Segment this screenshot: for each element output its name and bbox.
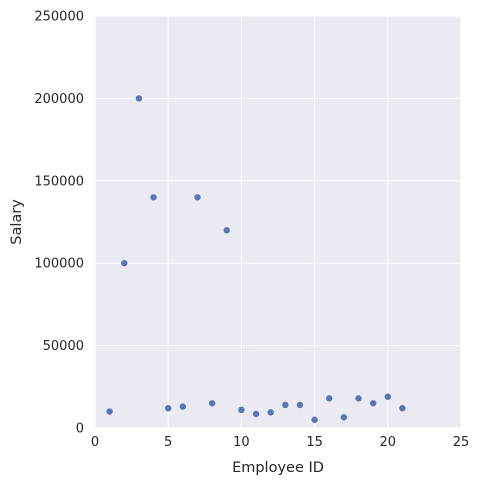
data-point — [106, 408, 113, 415]
x-tick-label: 20 — [380, 435, 397, 450]
y-tick-label: 50000 — [43, 339, 84, 354]
data-point — [311, 416, 318, 423]
data-point — [399, 405, 406, 412]
x-tick-labels: 0 5 10 15 20 25 — [91, 435, 469, 450]
data-point — [326, 395, 333, 402]
data-point — [194, 194, 201, 201]
data-point — [208, 400, 216, 407]
y-tick-label: 250000 — [34, 10, 84, 25]
y-tick-label: 0 — [76, 422, 84, 437]
data-point — [223, 227, 230, 234]
x-tick-label: 25 — [453, 435, 470, 450]
data-point — [135, 95, 143, 102]
data-point — [340, 414, 348, 421]
x-tick-label: 10 — [233, 435, 250, 450]
y-tick-labels: 0 50000 100000 150000 200000 250000 — [34, 10, 84, 437]
x-tick-label: 0 — [91, 435, 99, 450]
y-axis-label: Salary — [9, 199, 25, 245]
data-point — [355, 395, 362, 402]
data-point — [369, 400, 377, 407]
data-point — [150, 194, 157, 201]
data-point — [165, 405, 172, 412]
y-tick-label: 100000 — [34, 257, 84, 272]
data-point — [179, 403, 187, 410]
data-point — [121, 260, 128, 267]
y-tick-label: 150000 — [34, 174, 84, 189]
data-point — [296, 401, 304, 409]
x-axis-label: Employee ID — [232, 460, 324, 476]
data-point — [238, 406, 245, 414]
data-point — [282, 401, 289, 409]
data-point — [267, 409, 274, 416]
x-tick-label: 5 — [164, 435, 172, 450]
data-point — [384, 393, 391, 400]
plot-background — [95, 16, 461, 428]
data-points — [106, 95, 406, 423]
y-tick-label: 200000 — [34, 92, 84, 107]
x-tick-label: 15 — [306, 435, 323, 450]
data-point — [252, 410, 260, 418]
grid-lines — [94, 15, 462, 429]
